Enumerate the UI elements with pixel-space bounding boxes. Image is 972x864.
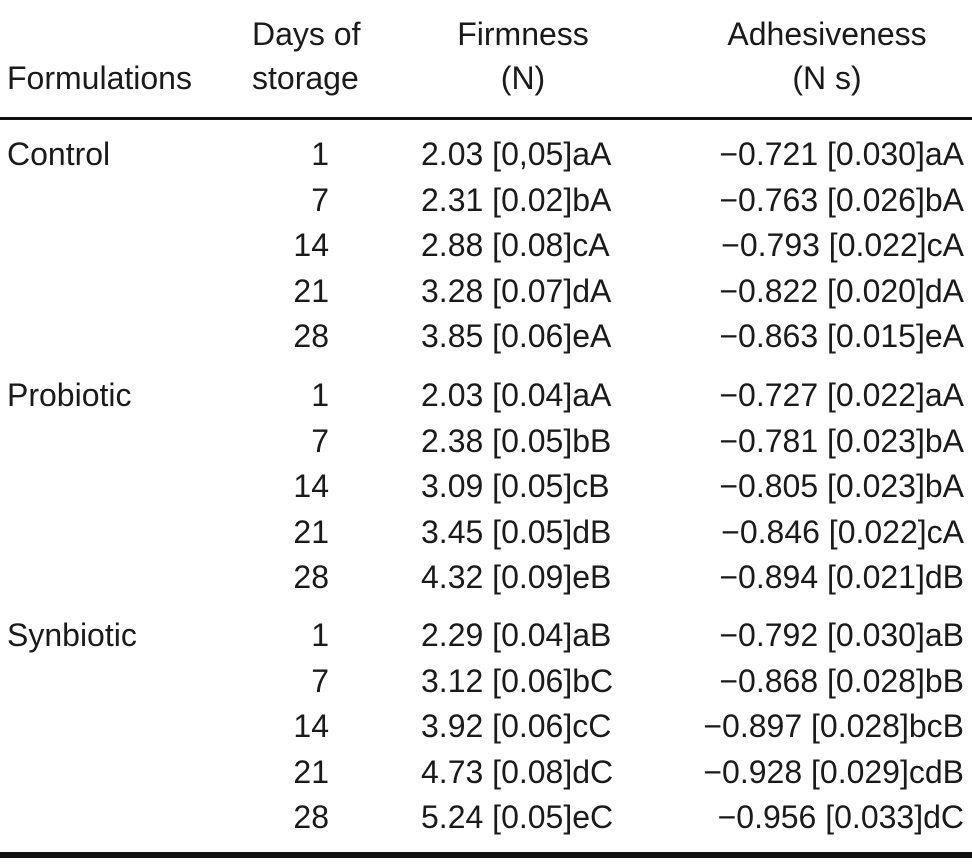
cell-adhesiveness: −0.793 [0.022]cA [721,227,964,264]
header-days-of-storage: Days of storage [252,12,360,100]
cell-adhesiveness: −0.781 [0.023]bA [719,422,964,459]
cell-day: 1 [311,617,329,653]
cell-firmness: 2.03 [0.04]aA [421,377,612,413]
header-adhesiveness-line2: (N s) [792,60,862,96]
cell-adhesiveness: −0.868 [0.028]bB [719,662,964,699]
cell-firmness: 2.29 [0.04]aB [421,617,612,653]
table-row: 14 3.92 [0.06]cC −0.897 [0.028]bcB [0,703,972,749]
cell-firmness: 3.85 [0.06]eA [421,318,612,355]
cell-firmness: 3.09 [0.05]cB [421,468,610,505]
table-row: 7 3.12 [0.06]bC −0.868 [0.028]bB [0,658,972,704]
cell-adhesiveness: −0.792 [0.030]aB [719,617,964,653]
header-days-line2: storage [252,60,359,96]
table-row: 7 2.31 [0.02]bA −0.763 [0.026]bA [0,177,972,223]
cell-firmness: 2.88 [0.08]cA [421,227,610,264]
cell-adhesiveness: −0.956 [0.033]dC [717,799,964,836]
header-firmness: Firmness (N) [412,12,634,100]
cell-day: 28 [293,799,329,836]
table-row: 1 2.03 [0.04]aA −0.727 [0.022]aA [0,372,972,418]
cell-day: 1 [311,136,329,172]
table-row: 28 5.24 [0.05]eC −0.956 [0.033]dC [0,794,972,840]
cell-firmness: 2.38 [0.05]bB [421,422,612,459]
cell-adhesiveness: −0.805 [0.023]bA [719,468,964,505]
group-label: Synbiotic [7,617,137,653]
table-row: 28 3.85 [0.06]eA −0.863 [0.015]eA [0,313,972,359]
cell-day: 21 [293,513,329,550]
cell-firmness: 3.45 [0.05]dB [421,513,612,550]
table-row: 21 3.45 [0.05]dB −0.846 [0.022]cA [0,509,972,555]
cell-adhesiveness: −0.721 [0.030]aA [719,136,964,172]
table-row: 21 4.73 [0.08]dC −0.928 [0.029]cdB [0,749,972,795]
table-row: 14 2.88 [0.08]cA −0.793 [0.022]cA [0,222,972,268]
cell-adhesiveness: −0.894 [0.021]dB [719,559,964,596]
header-firmness-line2: (N) [500,60,546,96]
group-label: Probiotic [7,377,132,413]
cell-day: 21 [293,272,329,309]
cell-adhesiveness: −0.846 [0.022]cA [721,513,964,550]
group-label: Control [7,136,111,172]
cell-day: 7 [311,181,329,218]
cell-firmness: 2.03 [0,05]aA [421,136,612,172]
table-row: 14 3.09 [0.05]cB −0.805 [0.023]bA [0,463,972,509]
header-rule [0,117,972,120]
cell-day: 14 [293,708,329,745]
table-row: 1 2.29 [0.04]aB −0.792 [0.030]aB [0,612,972,658]
cell-day: 28 [293,559,329,596]
cell-adhesiveness: −0.727 [0.022]aA [719,377,964,413]
cell-day: 14 [293,468,329,505]
cell-day: 7 [311,662,329,699]
cell-firmness: 4.73 [0.08]dC [421,753,614,790]
cell-firmness: 3.28 [0.07]dA [421,272,612,309]
cell-adhesiveness: −0.928 [0.029]cdB [703,753,964,790]
cell-day: 28 [293,318,329,355]
table-row: 28 4.32 [0.09]eB −0.894 [0.021]dB [0,554,972,600]
cell-day: 7 [311,422,329,459]
header-adhesiveness: Adhesiveness (N s) [692,12,962,100]
cell-firmness: 4.32 [0.09]eB [421,559,612,596]
cell-adhesiveness: −0.863 [0.015]eA [719,318,964,355]
table-row: 21 3.28 [0.07]dA −0.822 [0.020]dA [0,268,972,314]
header-adhesiveness-line1: Adhesiveness [727,16,927,52]
cell-firmness: 3.12 [0.06]bC [421,662,614,699]
table-header: Formulations Days of storage Firmness (N… [0,0,972,118]
cell-day: 14 [293,227,329,264]
cell-day: 21 [293,753,329,790]
header-formulations: Formulations [7,60,192,96]
header-firmness-line1: Firmness [457,16,589,52]
bottom-rule [0,852,972,858]
cell-firmness: 5.24 [0.05]eC [421,799,614,836]
cell-day: 1 [311,377,329,413]
cell-adhesiveness: −0.897 [0.028]bcB [703,708,964,745]
cell-firmness: 2.31 [0.02]bA [421,181,612,218]
table-row: 7 2.38 [0.05]bB −0.781 [0.023]bA [0,418,972,464]
cell-adhesiveness: −0.763 [0.026]bA [719,181,964,218]
header-days-line1: Days of [252,16,361,52]
table-row: 1 2.03 [0,05]aA −0.721 [0.030]aA [0,131,972,177]
cell-adhesiveness: −0.822 [0.020]dA [719,272,964,309]
cell-firmness: 3.92 [0.06]cC [421,708,612,745]
